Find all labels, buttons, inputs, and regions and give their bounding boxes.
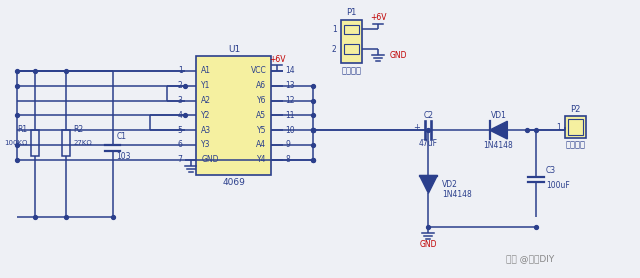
Text: VCC: VCC: [251, 66, 266, 75]
Bar: [340, 19, 362, 63]
Text: 头条 @电子DIY: 头条 @电子DIY: [506, 254, 554, 263]
Bar: [196, 56, 271, 175]
Bar: [568, 119, 583, 135]
Text: Y2: Y2: [202, 111, 211, 120]
Text: 11: 11: [285, 111, 295, 120]
Text: A2: A2: [202, 96, 211, 105]
Text: 1N4148: 1N4148: [484, 142, 513, 150]
Text: 1N4148: 1N4148: [442, 190, 472, 199]
Text: C1: C1: [116, 131, 127, 141]
Text: 7: 7: [178, 155, 182, 164]
Text: A1: A1: [202, 66, 211, 75]
Text: 100KΩ: 100KΩ: [4, 140, 28, 146]
Polygon shape: [490, 121, 508, 139]
Bar: [62, 130, 70, 156]
Text: 12: 12: [285, 96, 295, 105]
Text: 1: 1: [332, 25, 337, 34]
Text: 9: 9: [285, 140, 290, 149]
Text: A3: A3: [202, 126, 212, 135]
Bar: [564, 116, 586, 138]
Text: 2: 2: [178, 81, 182, 90]
Text: GND: GND: [420, 240, 437, 249]
Text: 3: 3: [178, 96, 182, 105]
Text: R1: R1: [17, 125, 28, 134]
Text: A4: A4: [257, 140, 266, 149]
Text: 8: 8: [285, 155, 290, 164]
Text: 103: 103: [116, 152, 131, 161]
Text: +6V: +6V: [370, 13, 387, 22]
Text: Y1: Y1: [202, 81, 211, 90]
Text: C3: C3: [546, 166, 556, 175]
Text: VD2: VD2: [442, 180, 458, 189]
Text: +: +: [413, 123, 420, 132]
Text: Y5: Y5: [257, 126, 266, 135]
Text: Y3: Y3: [202, 140, 211, 149]
Text: 47uF: 47uF: [419, 140, 438, 148]
Text: 接线端子: 接线端子: [341, 66, 362, 75]
Text: U1: U1: [228, 45, 240, 54]
Text: A6: A6: [257, 81, 266, 90]
Text: VD1: VD1: [490, 111, 506, 120]
Text: 5: 5: [178, 126, 182, 135]
Bar: [31, 130, 38, 156]
Text: R2: R2: [73, 125, 83, 134]
Text: A5: A5: [257, 111, 266, 120]
Text: 13: 13: [285, 81, 295, 90]
Text: 10: 10: [285, 126, 295, 135]
Text: GND: GND: [390, 51, 408, 59]
Text: 4069: 4069: [223, 178, 245, 187]
Text: Y6: Y6: [257, 96, 266, 105]
Text: GND: GND: [202, 155, 219, 164]
Text: 100uF: 100uF: [546, 181, 570, 190]
Text: C2: C2: [424, 111, 433, 120]
Text: 负压输出: 负压输出: [566, 140, 586, 149]
Text: 6: 6: [178, 140, 182, 149]
Text: P1: P1: [346, 8, 356, 17]
Text: 27KΩ: 27KΩ: [73, 140, 92, 146]
Text: +6V: +6V: [269, 54, 285, 64]
Polygon shape: [419, 175, 437, 193]
Text: 1: 1: [178, 66, 182, 75]
Text: 4: 4: [178, 111, 182, 120]
Bar: [344, 44, 359, 54]
Text: P2: P2: [570, 105, 580, 114]
Text: Y4: Y4: [257, 155, 266, 164]
Text: 1: 1: [556, 123, 561, 132]
Text: 14: 14: [285, 66, 295, 75]
Bar: [344, 24, 359, 34]
Text: 2: 2: [332, 45, 337, 54]
